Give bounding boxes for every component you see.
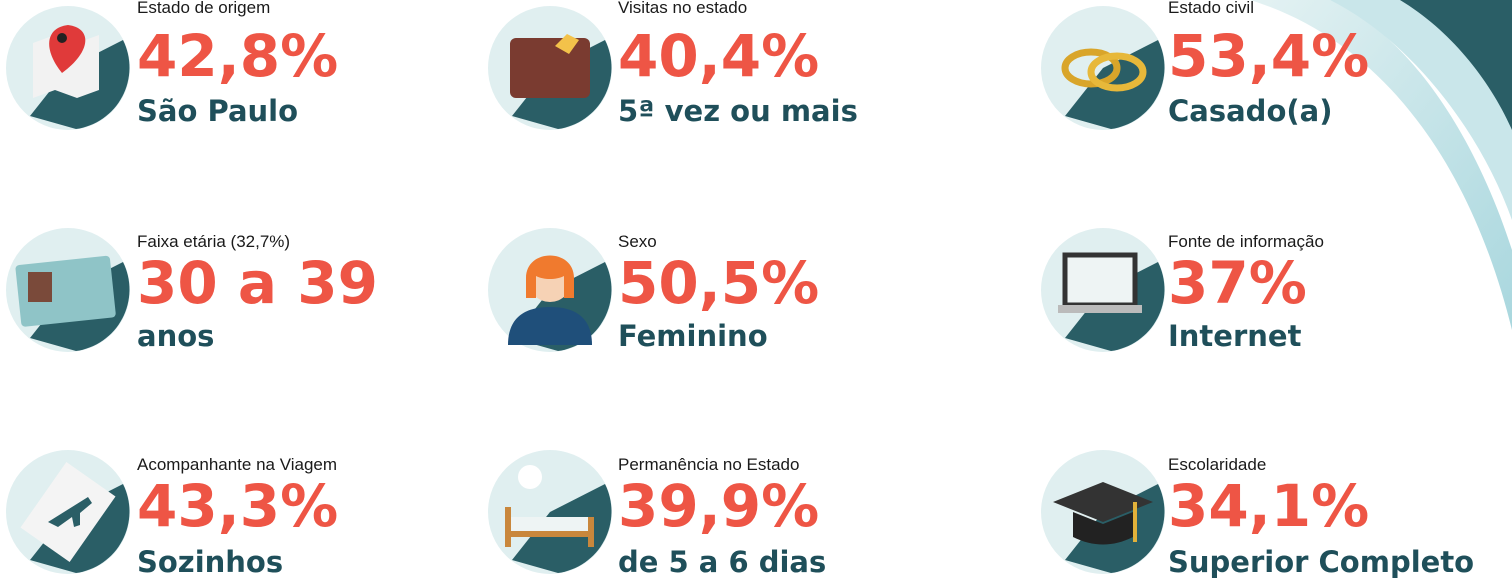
stat-value: 50,5% [618,249,819,317]
stat-value: 43,3% [137,472,338,540]
stat-item: Visitas no estado 40,4% 5ª vez ou mais [488,0,858,130]
stat-value: 39,9% [618,472,819,540]
stat-value: 37% [1168,249,1307,317]
icon [1065,255,1135,305]
stat-value: 30 a 39 [137,249,378,317]
icon [508,531,592,537]
stat-label: Visitas no estado [618,0,747,17]
icon [508,517,592,531]
icon [28,272,52,302]
stat-description: 5ª vez ou mais [618,94,858,128]
infographic: Estado de origem 42,8% São Paulo Visitas no… [0,0,1512,582]
stat-description: São Paulo [137,94,298,128]
stat-description: Feminino [618,319,768,353]
stat-label: Estado de origem [137,0,270,17]
stat-description: Casado(a) [1168,94,1332,128]
stat-description: Superior Completo [1168,545,1474,579]
stat-label: Estado civil [1168,0,1254,17]
stat-description: anos [137,319,214,353]
stat-value: 34,1% [1168,472,1369,540]
icon [510,38,590,98]
stat-description: de 5 a 6 dias [618,545,826,579]
stat-value: 42,8% [137,22,338,90]
icon [1058,305,1142,313]
icon [1133,502,1137,542]
items: Estado de origem 42,8% São Paulo Visitas no… [6,0,1474,579]
stat-item: Estado de origem 42,8% São Paulo [6,0,338,130]
stat-description: Sozinhos [137,545,283,579]
stat-value: 40,4% [618,22,819,90]
icon [518,465,542,489]
stat-description: Internet [1168,319,1302,353]
icon [505,507,511,547]
stat-value: 53,4% [1168,22,1369,90]
icon [57,33,67,43]
